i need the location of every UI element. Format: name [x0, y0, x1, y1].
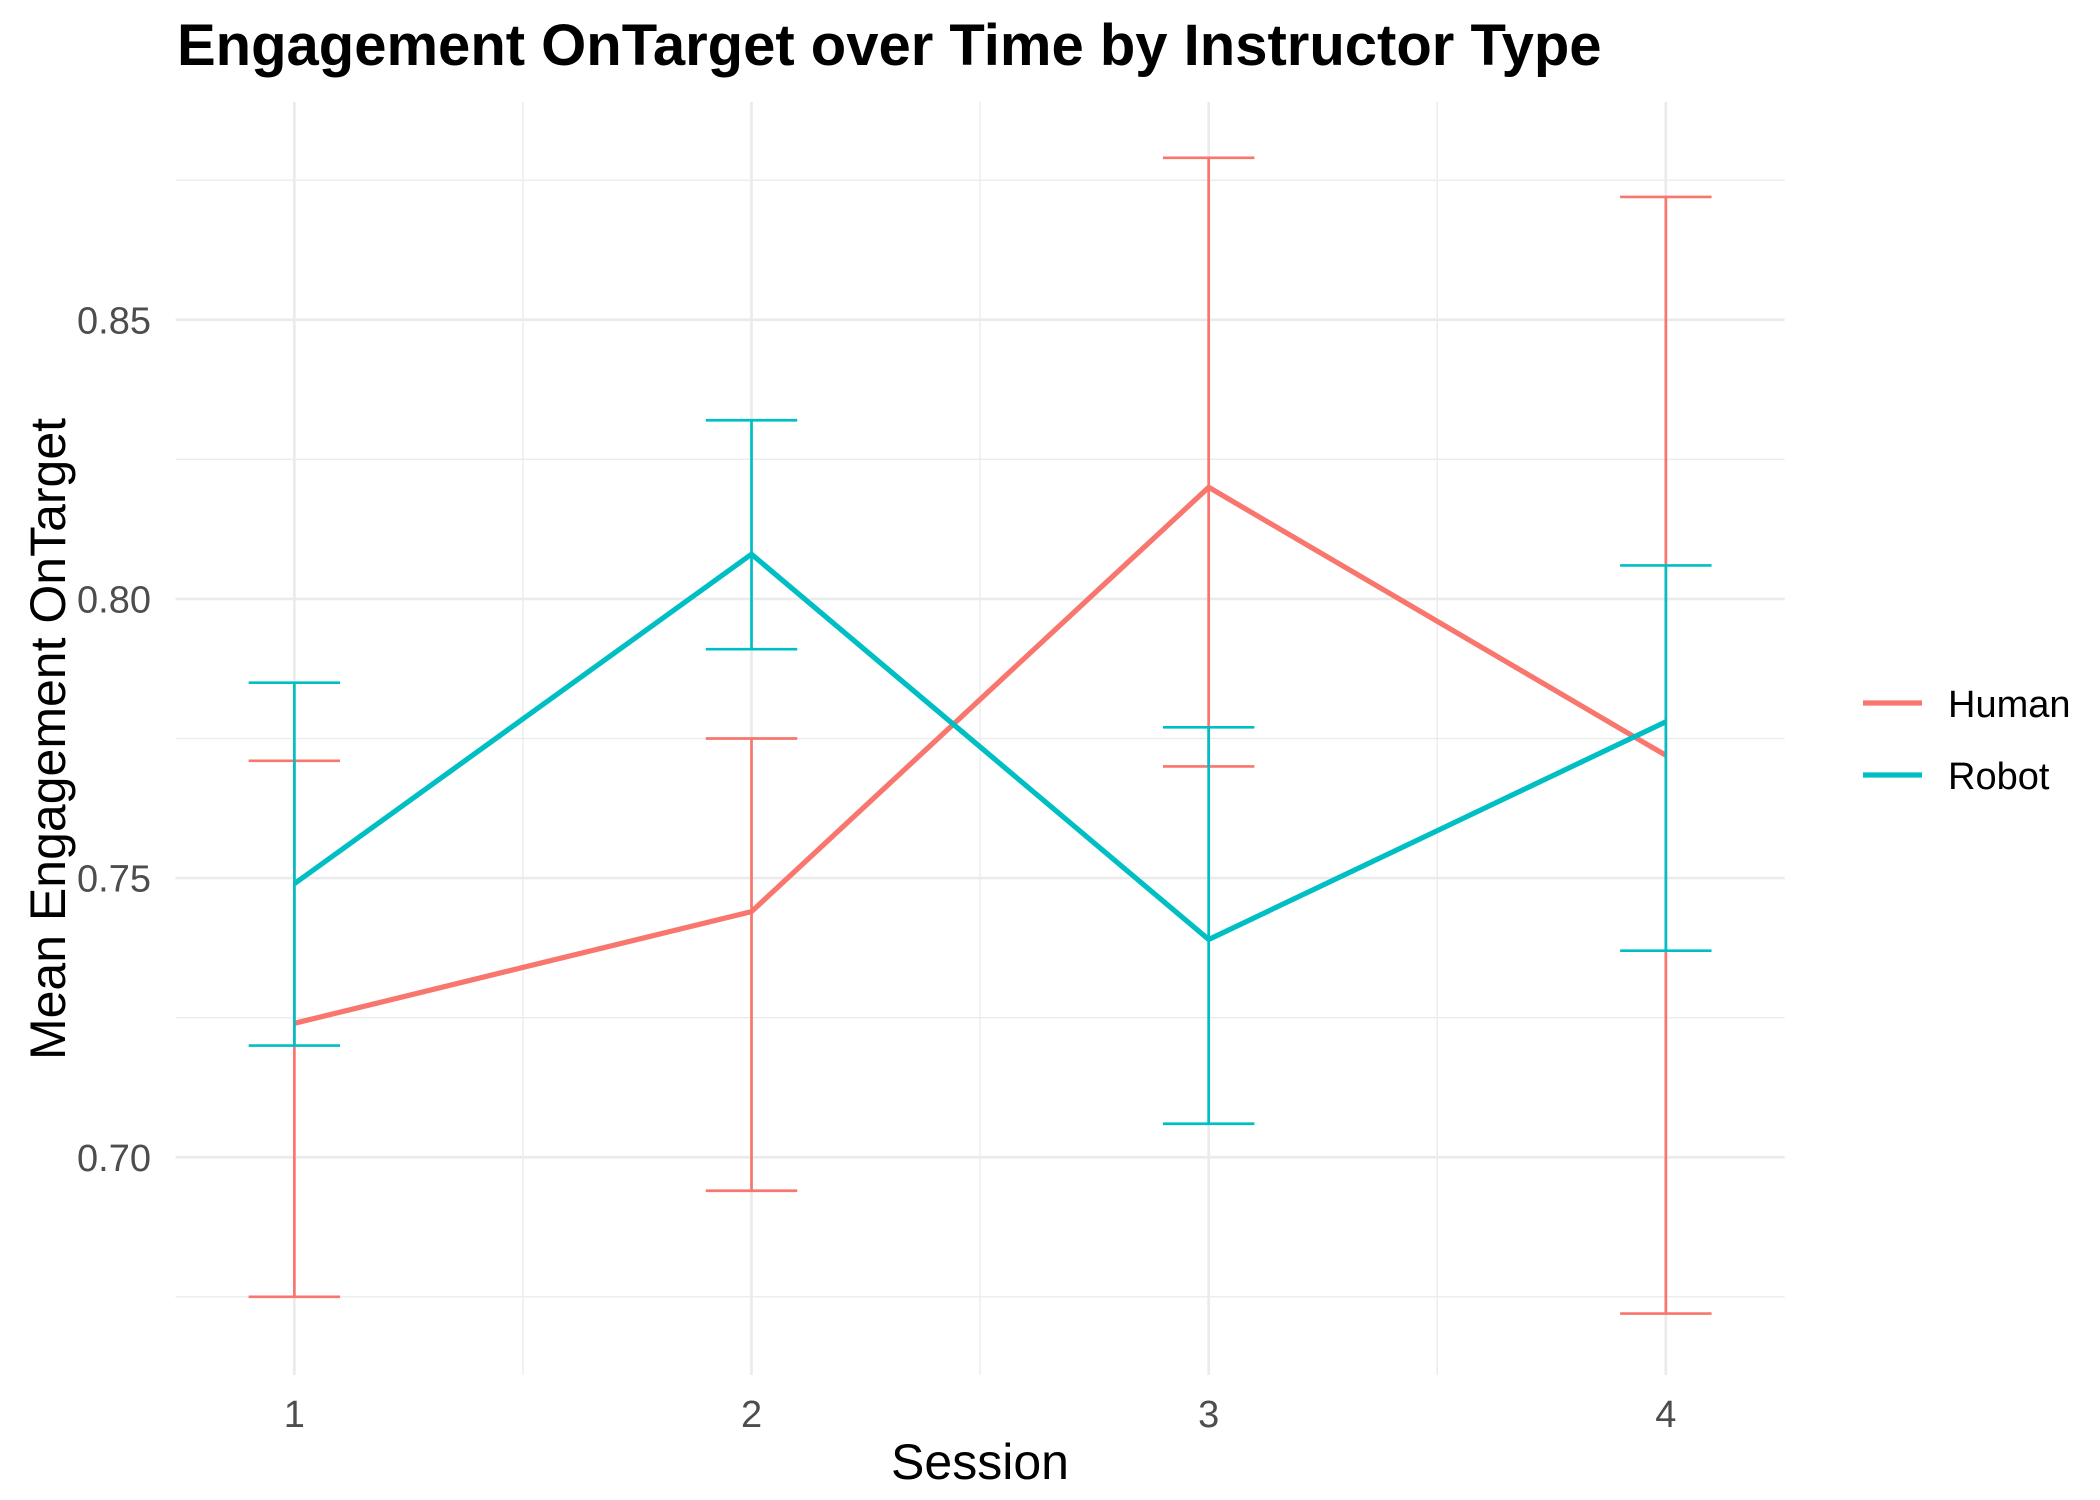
error-bar-human-session-2 — [705, 737, 798, 1193]
y-tick-label: 0.75 — [77, 859, 151, 901]
x-axis-ticks: 1 2 3 4 — [284, 1394, 1677, 1436]
error-bar-robot-session-4 — [1620, 564, 1712, 953]
x-tick-label: 3 — [1198, 1394, 1219, 1436]
error-bar-robot-session-3 — [1162, 725, 1255, 1126]
x-axis-title: Session — [891, 1434, 1069, 1490]
y-tick-label: 0.85 — [77, 300, 151, 342]
legend-label-human: Human — [1948, 684, 2071, 726]
chart-title: Engagement OnTarget over Time by Instruc… — [177, 13, 1602, 78]
x-tick-label: 2 — [741, 1394, 762, 1436]
y-axis-ticks: 0.70 0.75 0.80 0.85 — [77, 300, 151, 1180]
series-line-human — [293, 484, 1668, 1026]
y-axis-title: Mean Engagement OnTarget — [20, 418, 76, 1060]
error-bar-human-session-3 — [1162, 156, 1255, 768]
series-line-robot — [292, 551, 1667, 943]
error-bar-robot-session-1 — [248, 681, 341, 1047]
error-bar-robot-session-2 — [705, 418, 798, 651]
y-tick-label: 0.70 — [77, 1138, 151, 1180]
x-tick-label: 4 — [1655, 1394, 1676, 1436]
legend-item-human: Human — [1863, 684, 2071, 726]
legend-item-robot: Robot — [1863, 756, 2050, 798]
plot-marks — [248, 156, 1712, 1315]
x-tick-label: 1 — [284, 1394, 305, 1436]
panel-grid — [175, 102, 1785, 1375]
legend-label-robot: Robot — [1948, 756, 2050, 798]
y-tick-label: 0.80 — [77, 579, 151, 621]
legend: Human Robot — [1863, 684, 2071, 798]
